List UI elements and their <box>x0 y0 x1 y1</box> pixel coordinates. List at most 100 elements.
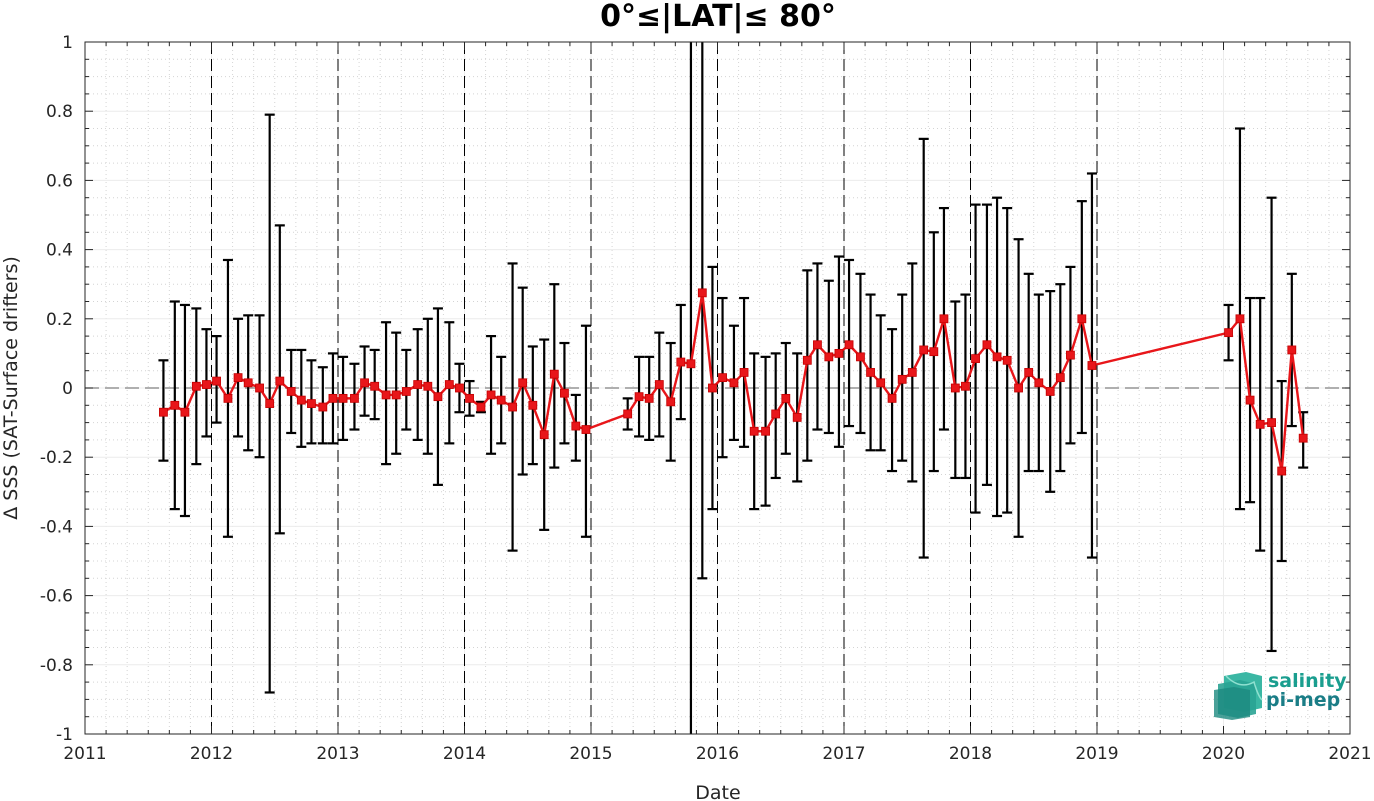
data-point <box>286 387 296 396</box>
data-point <box>581 425 591 434</box>
data-point <box>328 393 338 403</box>
data-point <box>876 378 886 388</box>
data-point <box>623 409 633 419</box>
data-point <box>318 402 328 412</box>
x-tick-label: 2011 <box>63 744 106 764</box>
data-point <box>1245 395 1255 405</box>
data-point <box>518 378 528 388</box>
y-axis-label: Δ SSS (SAT-Surface drifters) <box>0 256 22 520</box>
data-point <box>360 378 369 388</box>
logo-line2: pi-mep <box>1266 689 1340 711</box>
data-point <box>508 402 517 412</box>
data-point <box>1255 419 1265 429</box>
data-point <box>307 399 316 408</box>
x-axis-label: Date <box>695 782 740 801</box>
data-point <box>486 390 496 400</box>
y-tick-label: 0.6 <box>46 171 73 191</box>
data-point <box>644 393 654 403</box>
data-point <box>844 340 854 350</box>
x-tick-label: 2013 <box>316 744 359 764</box>
data-point <box>350 393 359 403</box>
data-point <box>1277 466 1287 476</box>
data-point <box>423 381 433 391</box>
salinity-pimep-logo: salinity pi-mep <box>1214 670 1347 720</box>
x-tick-label: 2021 <box>1328 744 1371 764</box>
y-tick-label: -1 <box>56 725 73 745</box>
chart-title: 0°≤|LAT|≤ 80° <box>600 0 836 34</box>
data-point <box>749 426 759 436</box>
y-tick-label: -0.4 <box>40 517 73 537</box>
data-point <box>338 393 348 403</box>
data-point <box>919 345 929 355</box>
data-point <box>571 421 581 431</box>
x-tick-label: 2020 <box>1202 744 1245 764</box>
data-point <box>202 380 211 389</box>
data-point <box>1087 361 1097 370</box>
data-point <box>191 381 201 391</box>
data-point <box>1024 368 1034 377</box>
data-point <box>634 392 644 402</box>
data-point <box>992 352 1002 362</box>
data-point <box>549 369 559 379</box>
data-point <box>391 390 401 400</box>
data-point <box>856 352 865 362</box>
data-point <box>170 400 180 410</box>
data-point <box>560 388 569 398</box>
data-point <box>654 380 664 389</box>
data-point <box>370 381 380 391</box>
data-point <box>781 393 791 403</box>
data-point <box>159 407 168 417</box>
y-tick-label: 1 <box>62 33 73 53</box>
data-point <box>243 378 253 388</box>
data-point <box>686 359 696 369</box>
data-point <box>433 392 443 402</box>
x-tick-label: 2014 <box>443 744 486 764</box>
data-point <box>233 373 243 383</box>
data-point <box>223 393 233 403</box>
data-point <box>866 368 875 377</box>
data-point <box>1066 350 1075 360</box>
logo-icon <box>1214 672 1263 720</box>
data-point <box>771 409 781 419</box>
data-point <box>887 393 897 403</box>
data-point <box>296 395 306 405</box>
data-markers <box>159 288 1308 476</box>
data-point <box>813 340 822 350</box>
data-point <box>666 397 676 407</box>
error-bar <box>697 42 708 580</box>
data-point <box>739 368 749 377</box>
data-point <box>1002 355 1012 365</box>
data-point <box>939 314 949 324</box>
data-point <box>1267 418 1276 428</box>
data-point <box>265 399 275 408</box>
data-point <box>212 376 221 386</box>
data-point <box>950 383 960 393</box>
data-point <box>792 413 802 422</box>
y-tick-label: -0.8 <box>40 656 73 676</box>
y-tick-label: 0.2 <box>46 310 73 330</box>
data-point <box>1287 345 1297 355</box>
data-point <box>1298 433 1308 443</box>
data-point <box>476 402 486 412</box>
data-point <box>455 383 464 393</box>
y-tick-label: 0.4 <box>46 241 73 261</box>
data-point <box>465 393 474 403</box>
data-point <box>528 400 538 410</box>
x-axis-ticks: 2011 2012 2013 2014 2015 2016 2017 2018 2019 2020… <box>63 42 1372 764</box>
y-tick-label: -0.2 <box>40 448 73 468</box>
data-point <box>971 354 980 363</box>
data-point <box>1077 314 1087 324</box>
data-point <box>1045 387 1055 396</box>
data-point <box>929 347 939 357</box>
x-tick-label: 2015 <box>569 744 612 764</box>
data-point <box>697 288 707 298</box>
data-point <box>761 426 770 436</box>
series-line-path <box>162 291 1305 473</box>
data-point <box>824 352 834 362</box>
data-point <box>982 340 992 350</box>
series-line <box>162 291 1305 473</box>
x-tick-label: 2019 <box>1075 744 1118 764</box>
data-point <box>401 387 411 396</box>
data-point <box>718 373 727 383</box>
